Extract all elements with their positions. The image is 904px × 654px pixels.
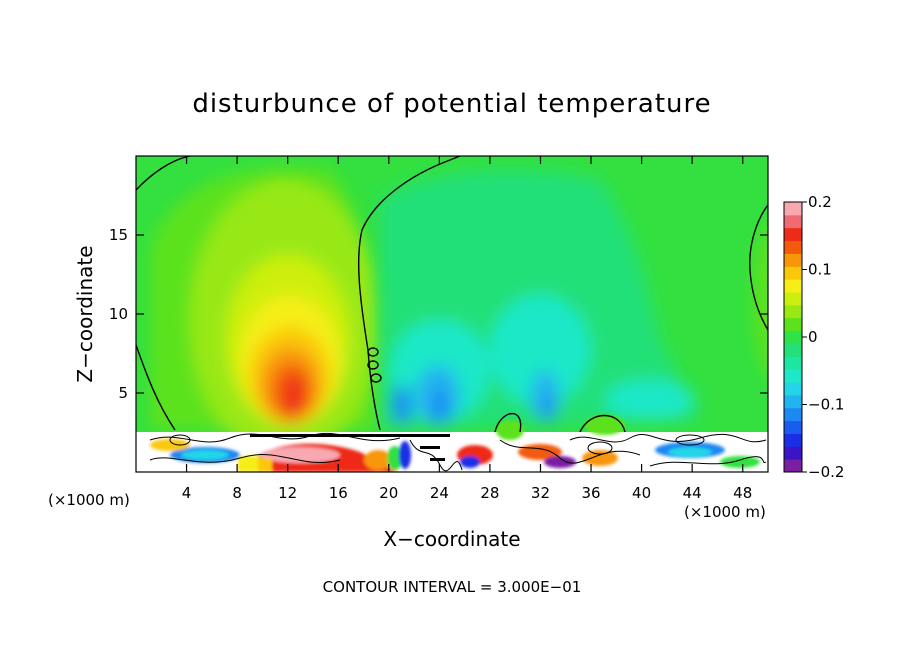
colorbar-swatch: [784, 420, 802, 434]
x-tick-label: 4: [182, 484, 192, 502]
plot-area: [136, 156, 768, 472]
colorbar: [783, 201, 803, 473]
colorbar-swatch: [784, 343, 802, 357]
x-tick-label: 24: [430, 484, 449, 502]
contour-interval-note: CONTOUR INTERVAL = 3.000E−01: [323, 578, 582, 596]
x-tick-label: 20: [379, 484, 398, 502]
colorbar-swatch: [784, 433, 802, 447]
colorbar-swatch: [784, 292, 802, 306]
x-tick-label: 8: [232, 484, 242, 502]
x-tick-label: 32: [531, 484, 550, 502]
colorbar-swatch: [784, 459, 802, 473]
y-axis-ticks: 5 10 15: [109, 226, 768, 402]
x-axis-ticks: 4 8 12 16 20 24 28 32 36 40 44 48: [182, 156, 752, 502]
colorbar-swatch: [784, 253, 802, 267]
negative-region: [380, 169, 700, 430]
x-unit-left: (×1000 m): [48, 491, 130, 509]
colorbar-tick-label: 0.1: [808, 261, 832, 279]
colorbar-swatch: [784, 446, 802, 460]
colorbar-swatch: [784, 214, 802, 229]
x-tick-label: 44: [683, 484, 702, 502]
x-tick-label: 12: [278, 484, 297, 502]
x-tick-label: 36: [581, 484, 600, 502]
zero-contours: [136, 156, 768, 433]
y-tick-label: 15: [109, 226, 128, 244]
y-tick-label: 5: [118, 384, 128, 402]
colorbar-swatch: [784, 407, 802, 422]
colorbar-swatch: [784, 394, 802, 409]
colorbar-swatch: [784, 266, 802, 280]
colorbar-swatch: [784, 279, 802, 293]
colorbar-swatch: [784, 369, 802, 383]
colorbar-tick-label: −0.1: [808, 396, 844, 414]
surface-colors: [150, 415, 760, 472]
x-tick-label: 40: [632, 484, 651, 502]
colorbar-swatch: [784, 317, 802, 332]
surface-stipple: [250, 434, 450, 461]
colorbar-swatch: [784, 304, 802, 319]
colorbar-swatch: [784, 227, 802, 242]
positive-region: [150, 167, 380, 460]
colorbar-labels: −0.2 −0.1 0 0.1 0.2: [802, 193, 844, 481]
chart-title: disturbunce of potential temperature: [192, 89, 711, 119]
x-unit-right: (×1000 m): [684, 503, 766, 521]
colorbar-tick-label: 0.2: [808, 193, 832, 211]
right-edge-positive: [753, 224, 768, 376]
colorbar-swatch: [784, 202, 802, 216]
colorbar-tick-label: −0.2: [808, 463, 844, 481]
x-tick-label: 16: [329, 484, 348, 502]
y-axis-label: Z−coordinate: [73, 245, 97, 382]
colorbar-swatch: [784, 240, 802, 254]
x-tick-label: 28: [480, 484, 499, 502]
colorbar-swatch: [784, 330, 802, 344]
x-axis-label: X−coordinate: [383, 527, 520, 551]
x-tick-label: 48: [733, 484, 752, 502]
y-tick-label: 10: [109, 305, 128, 323]
colorbar-tick-label: 0: [808, 328, 818, 346]
colorbar-swatch: [784, 356, 802, 370]
colorbar-swatch: [784, 382, 802, 396]
